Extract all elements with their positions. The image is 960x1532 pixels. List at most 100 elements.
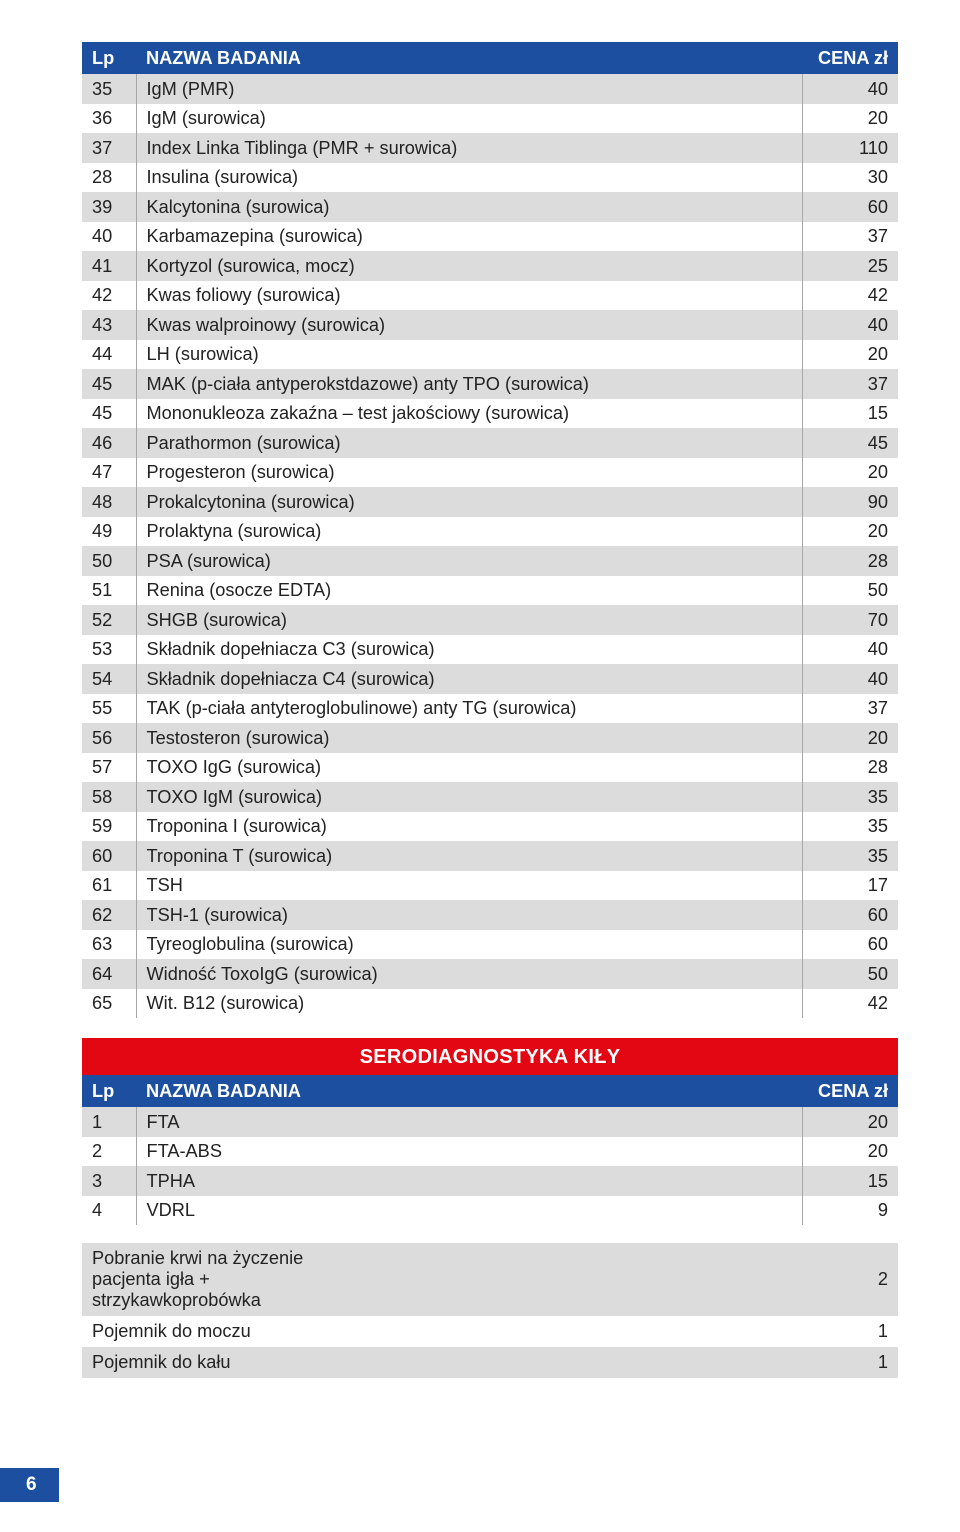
table-row: 50PSA (surowica)28 — [82, 546, 898, 576]
cell-lp: 60 — [82, 841, 136, 871]
cell-name: Prokalcytonina (surowica) — [136, 487, 802, 517]
price-table-main: Lp NAZWA BADANIA CENA zł 35IgM (PMR)4036… — [82, 42, 898, 1018]
cell-lp: 54 — [82, 664, 136, 694]
cell-name: FTA-ABS — [136, 1137, 802, 1167]
cell-price: 15 — [802, 399, 898, 429]
cell-lp: 56 — [82, 723, 136, 753]
cell-price: 37 — [802, 222, 898, 252]
cell-price: 40 — [802, 310, 898, 340]
cell-lp: 55 — [82, 694, 136, 724]
table-row: 28Insulina (surowica)30 — [82, 163, 898, 193]
cell-name: Troponina I (surowica) — [136, 812, 802, 842]
cell-lp: 35 — [82, 74, 136, 104]
table-row: 48Prokalcytonina (surowica)90 — [82, 487, 898, 517]
cell-price: 42 — [802, 989, 898, 1019]
cell-lp: 63 — [82, 930, 136, 960]
cell-price: 60 — [802, 930, 898, 960]
cell-price: 45 — [802, 428, 898, 458]
cell-name: Widność ToxoIgG (surowica) — [136, 959, 802, 989]
cell-price: 70 — [802, 605, 898, 635]
note-text: Pobranie krwi na życzenie pacjenta igła … — [82, 1243, 376, 1316]
cell-price: 20 — [802, 723, 898, 753]
table-row: 51Renina (osocze EDTA)50 — [82, 576, 898, 606]
notes-table: Pobranie krwi na życzenie pacjenta igła … — [82, 1243, 898, 1378]
cell-name: Kortyzol (surowica, mocz) — [136, 251, 802, 281]
cell-lp: 48 — [82, 487, 136, 517]
cell-lp: 65 — [82, 989, 136, 1019]
cell-price: 28 — [802, 546, 898, 576]
cell-lp: 45 — [82, 399, 136, 429]
table-row: 54Składnik dopełniacza C4 (surowica)40 — [82, 664, 898, 694]
cell-name: Mononukleoza zakaźna – test jakościowy (… — [136, 399, 802, 429]
table-row: 58TOXO IgM (surowica)35 — [82, 782, 898, 812]
table-row: 64Widność ToxoIgG (surowica)50 — [82, 959, 898, 989]
col-name: NAZWA BADANIA — [136, 1075, 802, 1107]
cell-lp: 2 — [82, 1137, 136, 1167]
cell-name: Parathormon (surowica) — [136, 428, 802, 458]
cell-lp: 57 — [82, 753, 136, 783]
cell-lp: 49 — [82, 517, 136, 547]
table-row: 40Karbamazepina (surowica)37 — [82, 222, 898, 252]
cell-lp: 3 — [82, 1166, 136, 1196]
cell-name: Prolaktyna (surowica) — [136, 517, 802, 547]
table-row: 57TOXO IgG (surowica)28 — [82, 753, 898, 783]
cell-lp: 1 — [82, 1107, 136, 1137]
col-price: CENA zł — [802, 42, 898, 74]
table-row: 43Kwas walproinowy (surowica)40 — [82, 310, 898, 340]
table-row: 44LH (surowica)20 — [82, 340, 898, 370]
cell-price: 50 — [802, 576, 898, 606]
cell-lp: 4 — [82, 1196, 136, 1226]
cell-price: 30 — [802, 163, 898, 193]
cell-price: 35 — [802, 812, 898, 842]
cell-price: 20 — [802, 1137, 898, 1167]
cell-name: TOXO IgG (surowica) — [136, 753, 802, 783]
cell-lp: 62 — [82, 900, 136, 930]
table-row: 41Kortyzol (surowica, mocz)25 — [82, 251, 898, 281]
cell-price: 15 — [802, 1166, 898, 1196]
table-row: 47Progesteron (surowica)20 — [82, 458, 898, 488]
cell-price: 37 — [802, 369, 898, 399]
table-row: 37Index Linka Tiblinga (PMR + surowica)1… — [82, 133, 898, 163]
cell-name: Progesteron (surowica) — [136, 458, 802, 488]
table-row: 35IgM (PMR)40 — [82, 74, 898, 104]
cell-lp: 43 — [82, 310, 136, 340]
table-row: 49Prolaktyna (surowica)20 — [82, 517, 898, 547]
cell-name: FTA — [136, 1107, 802, 1137]
cell-price: 90 — [802, 487, 898, 517]
table-row: 46Parathormon (surowica)45 — [82, 428, 898, 458]
col-price: CENA zł — [802, 1075, 898, 1107]
note-price: 1 — [376, 1316, 898, 1347]
table-row: 62TSH-1 (surowica)60 — [82, 900, 898, 930]
table-row: 53Składnik dopełniacza C3 (surowica)40 — [82, 635, 898, 665]
table-row: 56Testosteron (surowica)20 — [82, 723, 898, 753]
cell-price: 17 — [802, 871, 898, 901]
cell-name: TPHA — [136, 1166, 802, 1196]
table-row: 60Troponina T (surowica)35 — [82, 841, 898, 871]
cell-price: 20 — [802, 517, 898, 547]
cell-lp: 40 — [82, 222, 136, 252]
cell-name: Kalcytonina (surowica) — [136, 192, 802, 222]
note-text: Pojemnik do moczu — [82, 1316, 376, 1347]
cell-name: LH (surowica) — [136, 340, 802, 370]
table-row: 52SHGB (surowica)70 — [82, 605, 898, 635]
cell-price: 35 — [802, 782, 898, 812]
cell-price: 20 — [802, 458, 898, 488]
col-name: NAZWA BADANIA — [136, 42, 802, 74]
cell-name: TSH — [136, 871, 802, 901]
note-price: 2 — [376, 1243, 898, 1316]
price-table-serodiagnostyka: Lp NAZWA BADANIA CENA zł 1FTA202FTA-ABS2… — [82, 1075, 898, 1225]
table-row: 39Kalcytonina (surowica)60 — [82, 192, 898, 222]
cell-price: 20 — [802, 104, 898, 134]
col-lp: Lp — [82, 1075, 136, 1107]
cell-name: TAK (p-ciała antyteroglobulinowe) anty T… — [136, 694, 802, 724]
cell-price: 25 — [802, 251, 898, 281]
cell-name: Testosteron (surowica) — [136, 723, 802, 753]
cell-lp: 42 — [82, 281, 136, 311]
cell-name: Insulina (surowica) — [136, 163, 802, 193]
cell-lp: 47 — [82, 458, 136, 488]
table-row: 4VDRL9 — [82, 1196, 898, 1226]
cell-name: Tyreoglobulina (surowica) — [136, 930, 802, 960]
cell-name: IgM (PMR) — [136, 74, 802, 104]
table-row: 65Wit. B12 (surowica)42 — [82, 989, 898, 1019]
table-row: 45MAK (p-ciała antyperokstdazowe) anty T… — [82, 369, 898, 399]
